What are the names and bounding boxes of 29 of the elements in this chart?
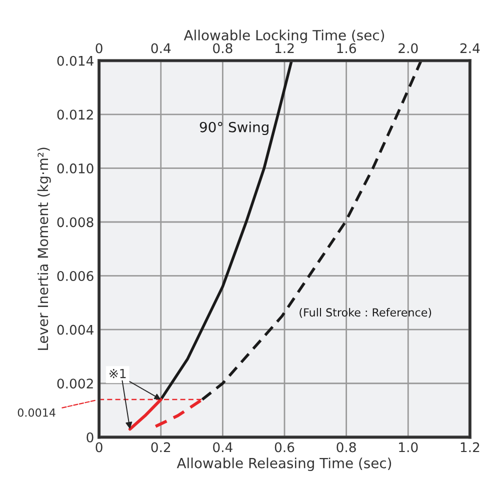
x-tick-label: 1.0 bbox=[399, 442, 418, 452]
y-tick-label: 0.012 bbox=[57, 110, 93, 120]
y-tick-label: 0 bbox=[86, 432, 94, 442]
y-axis-title: Lever Inertia Moment (kg·m²) bbox=[37, 148, 51, 350]
x2-tick-label: 0 bbox=[96, 43, 102, 54]
x2-tick-label: 0.4 bbox=[151, 43, 171, 54]
y-tick-label: 0.002 bbox=[57, 378, 93, 389]
x-tick-label: 0.8 bbox=[336, 442, 356, 452]
x-tick-label: 0 bbox=[96, 442, 102, 452]
x2-tick-label: 1.6 bbox=[337, 43, 356, 54]
series-label: 90° Swing bbox=[200, 122, 268, 136]
y-tick-label: 0.008 bbox=[57, 217, 94, 228]
ref-line-label: 0.0014 bbox=[18, 408, 56, 417]
y-tick-label: 0.004 bbox=[57, 324, 94, 335]
x2-tick-label: 2.4 bbox=[460, 43, 480, 54]
x-tick-label: 0.6 bbox=[274, 442, 294, 452]
x2-axis-title: Allowable Locking Time (sec) bbox=[184, 30, 384, 44]
x2-tick-label: 0.8 bbox=[213, 43, 232, 54]
x2-tick-label: 2.0 bbox=[398, 43, 418, 54]
x-tick-label: 0.2 bbox=[151, 442, 170, 452]
series-label: (Full Stroke : Reference) bbox=[300, 308, 432, 318]
y-tick-label: 0.006 bbox=[57, 271, 94, 281]
x-axis-title: Allowable Releasing Time (sec) bbox=[176, 458, 392, 472]
x-tick-label: 0.4 bbox=[213, 442, 232, 452]
y-tick-label: 0.010 bbox=[57, 163, 94, 174]
x-tick-label: 1.2 bbox=[460, 442, 480, 452]
annotation: ※1 bbox=[110, 368, 126, 378]
y-tick-label: 0.014 bbox=[57, 56, 94, 66]
x2-tick-label: 1.2 bbox=[275, 43, 294, 54]
